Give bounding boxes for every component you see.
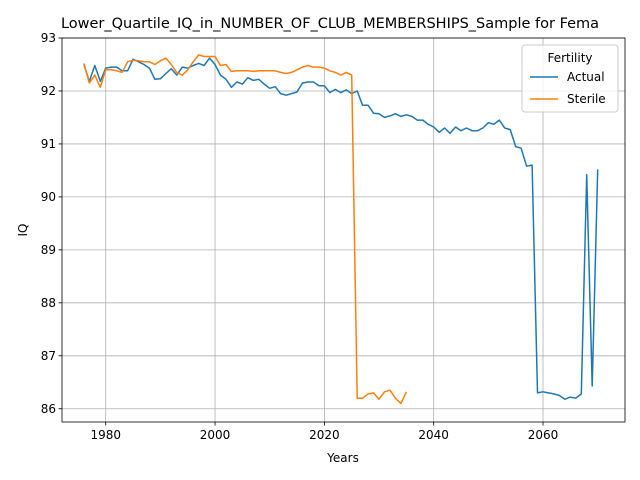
legend-box	[521, 44, 619, 113]
legend-label-sterile: Sterile	[567, 92, 606, 106]
y-tick-label: 89	[41, 243, 56, 257]
y-tick-label: 90	[41, 190, 56, 204]
x-tick-label: 2040	[418, 428, 449, 442]
x-tick-label: 2060	[528, 428, 559, 442]
x-tick-label: 2020	[309, 428, 340, 442]
y-tick-label: 91	[41, 137, 56, 151]
y-tick-label: 92	[41, 84, 56, 98]
ticks: 1980 2000 2020 2040 2060 86 87 88 89 90 91 92 93	[41, 31, 559, 442]
legend-title: Fertility	[547, 51, 592, 65]
x-tick-label: 2000	[200, 428, 231, 442]
legend: Fertility Actual Sterile	[521, 44, 619, 113]
y-tick-label: 86	[41, 402, 56, 416]
y-tick-label: 88	[41, 296, 56, 310]
y-axis-label: IQ	[16, 224, 30, 237]
series-line-sterile	[83, 54, 408, 405]
series-line-actual	[83, 57, 599, 400]
y-tick-label: 93	[41, 31, 56, 45]
chart-title: Lower_Quartile_IQ_in_NUMBER_OF_CLUB_MEMB…	[61, 16, 599, 32]
series-lines	[83, 54, 599, 405]
x-axis-label: Years	[326, 451, 359, 465]
legend-label-actual: Actual	[567, 70, 605, 84]
x-tick-label: 1980	[90, 428, 121, 442]
plot-frame	[61, 37, 626, 423]
y-tick-label: 87	[41, 349, 56, 363]
